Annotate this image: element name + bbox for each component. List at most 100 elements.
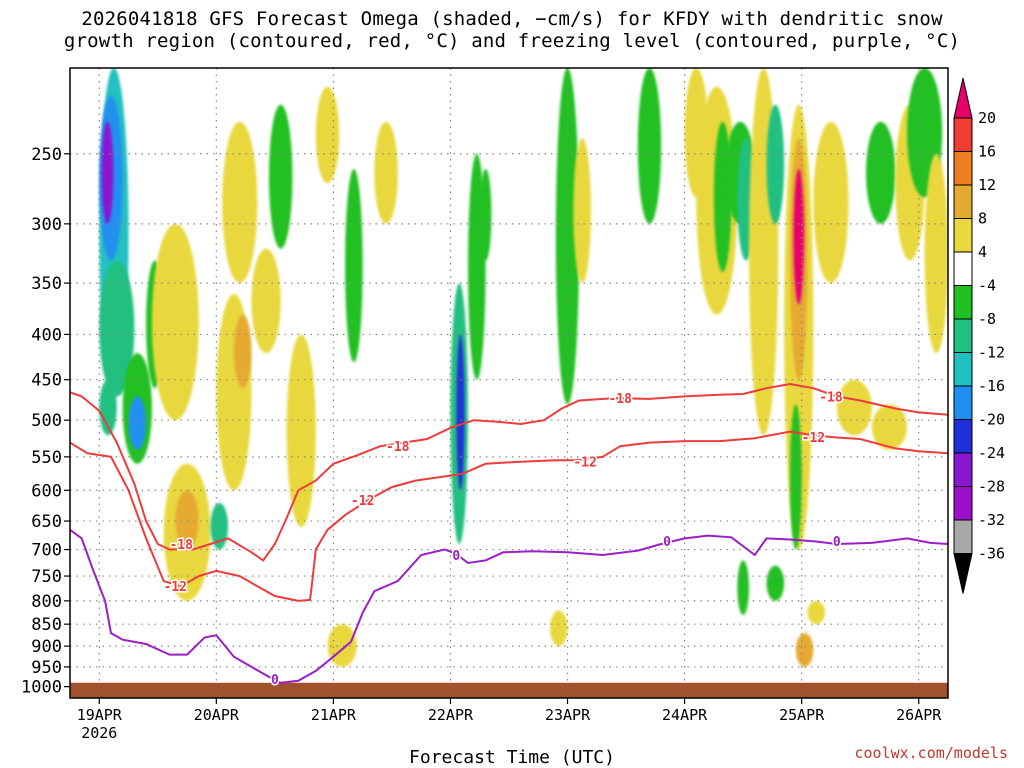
colorbar-swatch bbox=[953, 151, 973, 186]
x-tick-label: 25APR bbox=[779, 706, 825, 724]
contour-label: 0 bbox=[271, 673, 279, 688]
y-tick-label: 550 bbox=[31, 448, 62, 468]
credit-text: coolwx.com/models bbox=[854, 744, 1008, 762]
colorbar-swatch bbox=[953, 486, 973, 521]
y-tick-label: 250 bbox=[31, 145, 62, 165]
omega-shade-region bbox=[871, 404, 908, 450]
y-tick-label: 500 bbox=[31, 411, 62, 431]
y-tick-label: 350 bbox=[31, 274, 62, 294]
chart-title-line-2: growth region (contoured, red, °C) and f… bbox=[63, 30, 961, 52]
chart-title-line-1: 2026041818 GFS Forecast Omega (shaded, −… bbox=[81, 8, 943, 30]
contour-label: 0 bbox=[452, 549, 460, 564]
y-tick-label: 850 bbox=[31, 615, 62, 635]
omega-shade-region bbox=[233, 314, 252, 389]
chart-title: 2026041818 GFS Forecast Omega (shaded, −… bbox=[0, 8, 1024, 52]
y-tick-label: 450 bbox=[31, 371, 62, 391]
omega-shade-region bbox=[99, 379, 117, 436]
colorbar-label: -12 bbox=[978, 344, 1005, 362]
contour-labels: -18 -18 -18 -18 -12 -12 -12 -12 0 0 0 0 bbox=[162, 389, 844, 689]
colorbar-swatch bbox=[953, 184, 973, 219]
y-tick-label: 650 bbox=[31, 512, 62, 532]
colorbar-swatch bbox=[953, 318, 973, 353]
y-tick-label: 300 bbox=[31, 215, 62, 235]
contour-label: -18 bbox=[386, 440, 410, 455]
y-tick-label: 950 bbox=[31, 658, 62, 678]
omega-shade-region bbox=[637, 68, 662, 224]
omega-shade-region bbox=[813, 121, 849, 284]
x-tick-label: 21APR bbox=[311, 706, 357, 724]
contour-0 bbox=[70, 528, 948, 684]
x-tick-label: 20APR bbox=[194, 706, 240, 724]
colorbar-swatch bbox=[953, 385, 973, 420]
omega-shade-region bbox=[793, 168, 805, 305]
colorbar-swatch bbox=[953, 218, 973, 253]
omega-shade-region bbox=[315, 86, 340, 184]
omega-shade-region bbox=[573, 138, 591, 284]
colorbar-label: -20 bbox=[978, 411, 1005, 429]
colorbar-label: 12 bbox=[978, 176, 996, 194]
plot-frame bbox=[69, 67, 949, 699]
colorbar-swatch bbox=[953, 117, 973, 152]
colorbar-label: 8 bbox=[978, 210, 987, 228]
omega-shade-region bbox=[222, 121, 258, 284]
y-tick-label: 800 bbox=[31, 592, 62, 612]
x-tick-label: 22APR bbox=[428, 706, 474, 724]
colorbar-label: -36 bbox=[978, 545, 1005, 563]
omega-shade-region bbox=[766, 104, 785, 224]
colorbar-swatch bbox=[953, 352, 973, 387]
colorbar-label: -32 bbox=[978, 511, 1005, 529]
colorbar-swatch bbox=[953, 452, 973, 487]
omega-shade-region bbox=[766, 565, 785, 601]
omega-shading bbox=[99, 68, 948, 667]
omega-shade-region bbox=[99, 260, 135, 397]
colorbar-label: 16 bbox=[978, 143, 996, 161]
contour-label: -18 bbox=[819, 390, 843, 405]
omega-shade-region bbox=[175, 490, 199, 550]
colorbar: 20 16 12 8 4 -4 -8 -12 -16 -20 -24 -28 -32 -36 bbox=[953, 77, 1005, 594]
colorbar-label: 4 bbox=[978, 243, 987, 261]
contour-label: -12 bbox=[351, 494, 374, 509]
colorbar-label: -16 bbox=[978, 377, 1005, 395]
omega-shade-region bbox=[374, 121, 398, 224]
y-tick-label: 600 bbox=[31, 481, 62, 501]
colorbar-swatch bbox=[953, 519, 973, 554]
omega-shade-region bbox=[269, 104, 293, 249]
x-tick-label: 24APR bbox=[662, 706, 708, 724]
omega-shade-region bbox=[789, 404, 802, 550]
omega-shade-region bbox=[210, 502, 229, 550]
omega-shade-region bbox=[251, 248, 281, 354]
contour-label: -18 bbox=[608, 392, 632, 407]
contour--12 bbox=[70, 430, 948, 602]
omega-shade-region bbox=[795, 633, 814, 667]
omega-shade-region bbox=[836, 379, 872, 436]
colorbar-bottom-tip bbox=[953, 553, 973, 594]
colorbar-swatch bbox=[953, 251, 973, 286]
x-tick-label: 26APR bbox=[896, 706, 942, 724]
grid-lines bbox=[70, 68, 948, 698]
y-tick-label: 700 bbox=[31, 541, 62, 561]
colorbar-top-tip bbox=[953, 77, 973, 119]
colorbar-label: -28 bbox=[978, 478, 1005, 496]
colorbar-label: -8 bbox=[978, 310, 996, 328]
y-axis: 2503003504004505005506006507007508008509… bbox=[21, 145, 70, 698]
omega-shade-region bbox=[479, 168, 492, 261]
omega-shade-region bbox=[286, 334, 316, 527]
contour-label: 0 bbox=[663, 535, 671, 550]
x-tick-label: 23APR bbox=[545, 706, 591, 724]
contour-lines bbox=[70, 382, 948, 684]
omega-shade-region bbox=[327, 624, 357, 667]
omega-shade-region bbox=[737, 560, 749, 616]
y-tick-label: 750 bbox=[31, 567, 62, 587]
colorbar-label: -24 bbox=[978, 444, 1005, 462]
ground-strip bbox=[70, 682, 948, 698]
colorbar-swatch bbox=[953, 419, 973, 454]
omega-shade-region bbox=[555, 68, 580, 405]
omega-shade-region bbox=[924, 153, 948, 354]
contour-label: -12 bbox=[802, 431, 825, 446]
omega-shade-region bbox=[151, 223, 199, 421]
y-tick-label: 1000 bbox=[21, 678, 62, 698]
x-tick-sublabel: 2026 bbox=[81, 724, 117, 742]
y-tick-label: 900 bbox=[31, 637, 62, 657]
